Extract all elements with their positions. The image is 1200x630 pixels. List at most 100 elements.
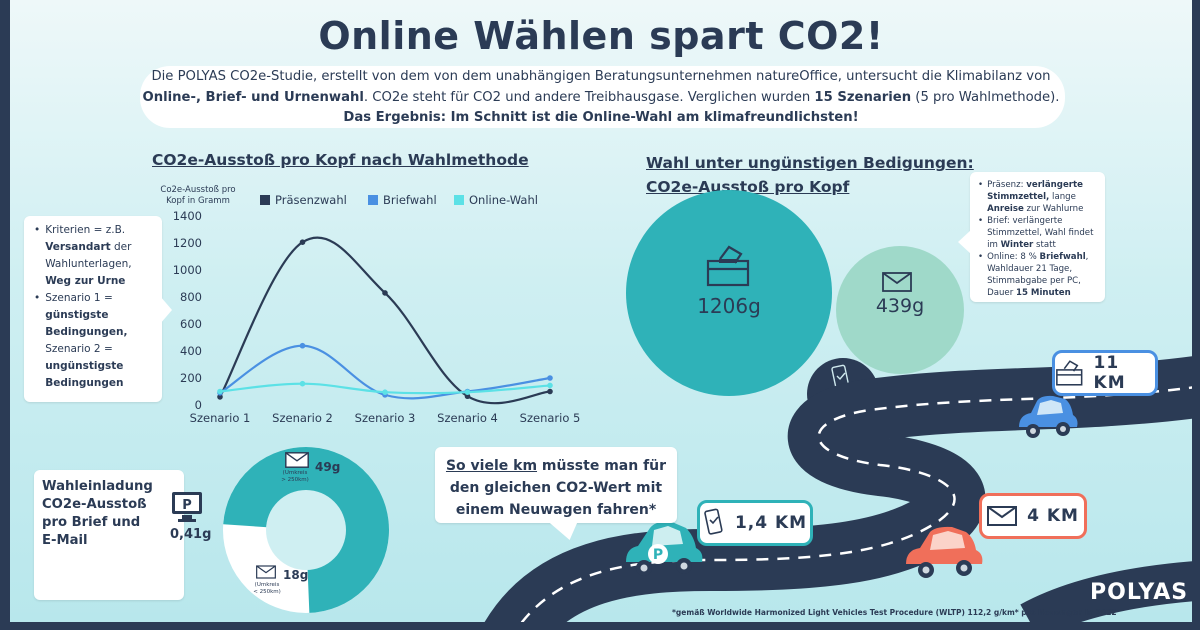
condition-presence: • Präsenz: verlängerte Stimmzettel, lange… xyxy=(978,180,1084,214)
note-bold: Briefwahl xyxy=(1039,252,1086,262)
line-chart: Präsenzwahl Briefwahl Online-Wahl 0 200 400 6… xyxy=(173,193,580,425)
chart-x-axis: Szenario 1 Szenario 2 Szenario 3 Szenario 4… xyxy=(190,411,580,425)
criteria-bold: ungünstigste xyxy=(45,360,124,372)
y-tick-label: 1400 xyxy=(173,209,202,223)
y-tick-label: 600 xyxy=(180,317,202,331)
car-line-2: den gleichen CO2-Wert mit xyxy=(449,480,663,496)
intro-text-b: (5 pro Wahlmethode). xyxy=(911,90,1060,105)
km-badge-presence: 11 KM xyxy=(1052,350,1158,396)
data-point xyxy=(299,380,306,387)
km-badge-online: 1,4 KM xyxy=(697,500,813,546)
y-tick-label: 1000 xyxy=(173,263,202,277)
chart-series xyxy=(217,236,553,405)
note-18g-1: (Umkreis xyxy=(254,582,280,588)
data-point xyxy=(299,239,306,245)
donut-chart xyxy=(223,447,389,613)
legend-swatch xyxy=(368,195,378,205)
unfav-title-2: CO2e-Ausstoß pro Kopf xyxy=(646,178,850,196)
criteria-text: Wahlunterlagen, xyxy=(45,258,132,270)
circle-presence xyxy=(626,190,832,396)
monitor-icon: P xyxy=(172,492,202,522)
data-point xyxy=(464,393,471,400)
legend-swatch xyxy=(454,195,464,205)
car-line-3: einem Neuwagen fahren* xyxy=(455,502,657,518)
criteria-text: der xyxy=(110,241,132,253)
note-49g: (Umkreis > 250km) xyxy=(280,470,310,483)
note-text: zur Wahlurne xyxy=(1023,204,1084,214)
line-chart-ylabel: Co2e-Ausstoß pro Kopf in Gramm xyxy=(153,185,243,207)
y-tick-label: 400 xyxy=(180,344,202,358)
data-point xyxy=(547,375,553,381)
km-online: 1,4 KM xyxy=(734,513,808,533)
x-tick-label: Szenario 2 xyxy=(272,411,333,425)
conditions-bubble: • Präsenz: verlängerte Stimmzettel, lange… xyxy=(970,172,1105,302)
note-text: Präsenz: xyxy=(987,180,1027,190)
invitation-bubble xyxy=(34,470,184,600)
note-bold: verlängerte Stimmzettel, xyxy=(987,180,1083,202)
envelope-icon xyxy=(256,565,276,579)
legend-swatch xyxy=(260,195,270,205)
intro-bold-methods: Online-, Brief- und Urnenwahl xyxy=(142,90,364,105)
criteria-bullet-1: • Kriterien = z.B. Versandart der Wahlunter… xyxy=(34,224,132,287)
unfav-title: Wahl unter ungünstigen Bedigungen: CO2e-… xyxy=(646,151,974,199)
legend-label: Online-Wahl xyxy=(469,193,538,207)
x-tick-label: Szenario 3 xyxy=(355,411,416,425)
km-presence: 11 KM xyxy=(1093,353,1126,393)
envelope-icon xyxy=(882,272,912,292)
svg-text:P: P xyxy=(182,498,192,513)
chart-legend: Präsenzwahl Briefwahl Online-Wahl xyxy=(260,193,538,207)
ballot-box-icon xyxy=(706,245,750,287)
car-line-1: So viele km müsste man für xyxy=(445,455,667,477)
unfav-title-1: Wahl unter ungünstigen Bedigungen: xyxy=(646,154,974,172)
value-49g: 49g xyxy=(315,460,341,474)
intro-text-a: . CO2e steht für CO2 und andere Treibhau… xyxy=(363,90,815,105)
criteria-bubble: • Kriterien = z.B. Versandart der Wahlunter… xyxy=(24,216,162,402)
x-tick-label: Szenario 4 xyxy=(437,411,498,425)
conditions-bubble-pointer xyxy=(958,230,971,254)
criteria-bold: Bedingungen xyxy=(45,377,124,389)
data-point xyxy=(217,394,223,400)
value-email: 0,41g xyxy=(170,527,212,542)
car-box-pointer xyxy=(546,520,586,540)
criteria-text: Szenario 2 = xyxy=(45,343,113,355)
note-18g-2: < 250km) xyxy=(253,588,281,595)
polyas-p-logo: P xyxy=(653,547,663,563)
legend-label: Briefwahl xyxy=(383,193,437,207)
note-text: Online: 8 % xyxy=(987,252,1040,262)
ballot-box-icon xyxy=(1056,360,1083,386)
criteria-bold: günstigste xyxy=(45,309,109,321)
chart-y-axis: 0 200 400 600 800 1000 1200 1400 xyxy=(173,209,202,412)
footnote: *gemäß Worldwide Harmonized Light Vehicl… xyxy=(672,608,1117,617)
infographic-canvas: Online Wählen spart CO2! Die POLYAS CO2e… xyxy=(10,0,1192,622)
car-blue-icon xyxy=(1019,395,1078,438)
note-text: Brief: verlängerte Stimmzettel, Wahl fin… xyxy=(987,216,1094,250)
car-line-1-underlined: So viele km xyxy=(445,458,538,474)
polyas-logo: POLYAS xyxy=(1090,580,1189,605)
criteria-bold: Versandart xyxy=(45,241,111,253)
legend-label: Präsenzwahl xyxy=(275,193,347,207)
criteria-bold: Weg zur Urne xyxy=(45,275,126,287)
value-18g: 18g xyxy=(283,568,309,582)
data-point xyxy=(382,290,388,296)
envelope-icon xyxy=(987,506,1018,526)
note-18g: (Umkreis < 250km) xyxy=(252,582,282,595)
series-line xyxy=(219,236,551,405)
note-49g-1: (Umkreis xyxy=(282,470,308,476)
note-bold: 15 Minuten xyxy=(1015,288,1071,298)
y-tick-label: 800 xyxy=(180,290,202,304)
km-letter: 4 KM xyxy=(1027,506,1079,526)
note-bold: Winter xyxy=(1000,240,1034,250)
car-teal-polyas-icon: P xyxy=(626,521,703,576)
criteria-bold: Bedingungen, xyxy=(45,326,128,338)
criteria-bubble-pointer xyxy=(160,296,172,324)
envelope-icon xyxy=(285,452,309,468)
note-text: , Wahldauer 21 Tage, Stimmabgabe per PC,… xyxy=(987,252,1089,298)
note-49g-2: > 250km) xyxy=(281,476,309,483)
km-badge-letter: 4 KM xyxy=(979,493,1087,539)
criteria-text: Kriterien = z.B. xyxy=(45,224,126,236)
car-comparison-box: So viele km müsste man für den gleichen … xyxy=(435,447,677,523)
x-tick-label: Szenario 1 xyxy=(190,411,251,425)
intro-box xyxy=(140,66,1065,128)
y-tick-label: 200 xyxy=(180,371,202,385)
data-point xyxy=(217,388,223,395)
